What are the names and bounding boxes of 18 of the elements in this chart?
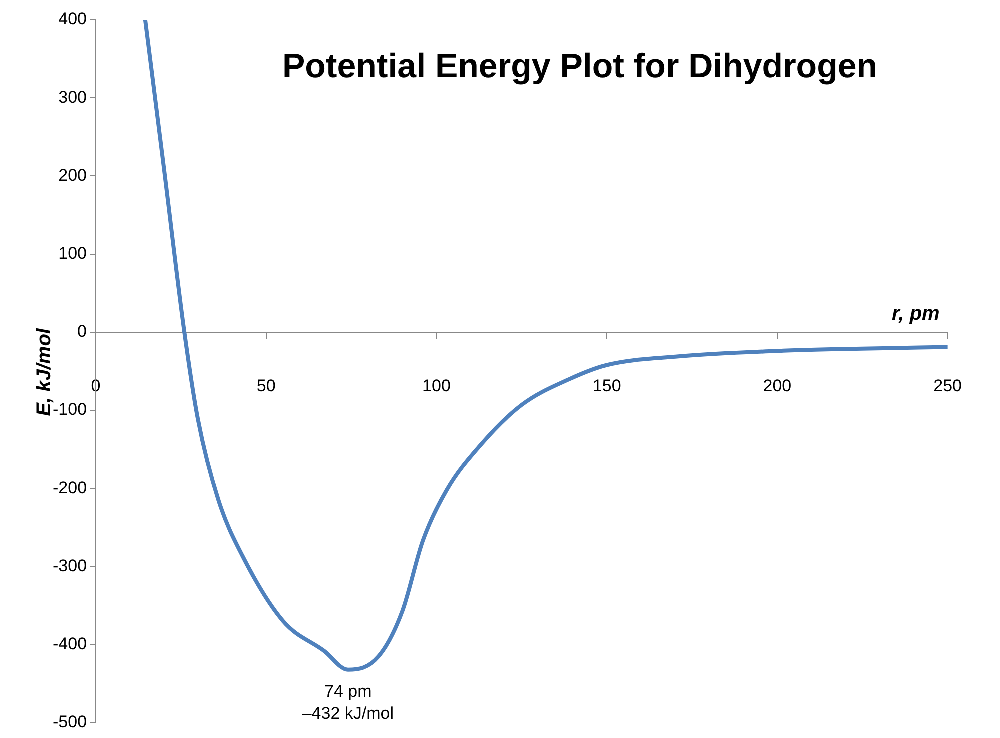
y-tick-label: -300 [52,556,88,576]
x-tick-label: 150 [592,376,622,396]
y-tick-label: -400 [52,634,88,654]
x-tick-label: 100 [422,376,451,396]
text: Potential Energy Plot for Dihydrogen [282,47,878,86]
y-tick-label: -500 [52,712,88,732]
y-tick-label: -100 [52,400,88,420]
y-tick-label: 400 [58,10,88,29]
y-tick-label: -200 [52,478,88,498]
annotation: 74 pm –432 kJ/mol [302,682,394,724]
x-tick-label: 50 [256,376,276,396]
x-tick-label: 250 [934,376,962,396]
x-axis-title: r, pm [892,302,940,325]
y-tick-label: 0 [78,322,88,342]
y-tick-label: 100 [58,244,88,264]
y-tick-label: 200 [58,166,88,185]
x-tick-label: 200 [763,376,792,396]
y-tick-label: 300 [58,88,88,107]
